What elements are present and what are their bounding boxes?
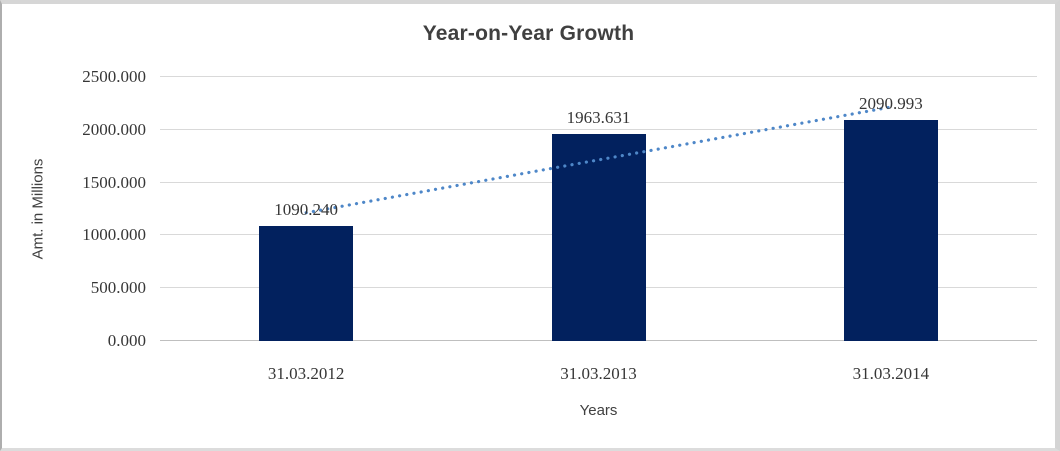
trendline-dotted: [304, 105, 893, 215]
y-tick-label: 2500.000: [82, 67, 146, 86]
bar-value-label: 1090.240: [274, 199, 339, 219]
chart-title: Year-on-Year Growth: [422, 22, 635, 45]
bar: [843, 120, 938, 341]
bar: [259, 225, 354, 341]
bar-value-label: 1963.631: [566, 107, 631, 127]
y-tick-label: 500.000: [90, 278, 146, 298]
gridline: [160, 76, 1037, 77]
y-tick-label: 0.000: [107, 331, 146, 350]
bar: [551, 133, 646, 341]
bar-value-label: 2090.993: [858, 94, 923, 114]
y-tick-label: 1500.000: [82, 172, 146, 192]
y-tick-label: 2000.000: [82, 119, 146, 139]
gridline: [160, 128, 1037, 130]
x-axis-title: Years: [579, 402, 618, 419]
x-tick-label: 31.03.2014: [852, 364, 930, 383]
x-tick-label: 31.03.2012: [267, 364, 345, 383]
y-tick-label: 1000.000: [82, 225, 146, 245]
trendline: [304, 105, 893, 215]
plot-area: 1090.240 1963.631 2090.993: [160, 76, 1037, 341]
x-tick-label: 31.03.2013: [560, 364, 637, 383]
